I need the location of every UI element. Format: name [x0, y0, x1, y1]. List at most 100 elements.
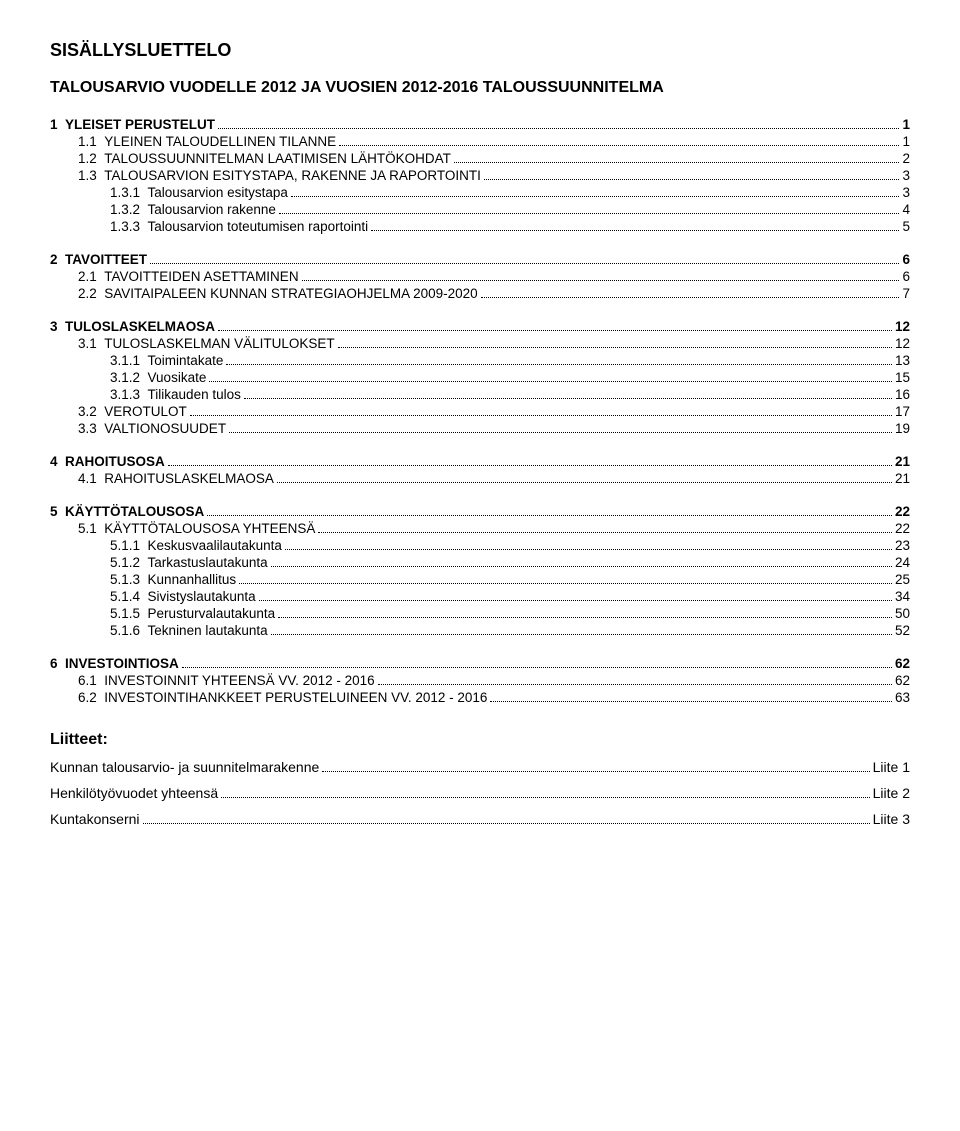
- toc-label: YLEISET PERUSTELUT: [65, 117, 215, 132]
- toc-num: 3.2: [78, 404, 97, 419]
- toc-text: 3.1.2 Vuosikate: [110, 370, 206, 385]
- toc-page: 62: [895, 656, 910, 671]
- toc-dots: [143, 812, 870, 824]
- toc-num: 5.1.5: [110, 606, 140, 621]
- toc-line: 1 YLEISET PERUSTELUT 1: [50, 117, 910, 132]
- toc-text: 3.1.3 Tilikauden tulos: [110, 387, 241, 402]
- toc-num: 1: [50, 117, 58, 132]
- toc-text: 6.1 INVESTOINNIT YHTEENSÄ VV. 2012 - 201…: [78, 673, 375, 688]
- toc-label: Talousarvion esitystapa: [148, 185, 288, 200]
- toc-text: 6 INVESTOINTIOSA: [50, 656, 179, 671]
- toc-line: 3.1.3 Tilikauden tulos 16: [50, 387, 910, 402]
- toc-label: TALOUSARVION ESITYSTAPA, RAKENNE JA RAPO…: [104, 168, 481, 183]
- toc-dots: [207, 504, 892, 516]
- appendix-line: KuntakonserniLiite 3: [50, 811, 910, 827]
- toc-page: 1: [902, 117, 910, 132]
- toc-dots: [209, 370, 892, 382]
- toc-page: 12: [895, 336, 910, 351]
- toc-label: Vuosikate: [148, 370, 207, 385]
- toc-text: 5.1.5 Perusturvalautakunta: [110, 606, 275, 621]
- toc-num: 1.3.1: [110, 185, 140, 200]
- toc-page: 15: [895, 370, 910, 385]
- toc-num: 1.3.3: [110, 219, 140, 234]
- toc-page: 21: [895, 471, 910, 486]
- toc-page: 52: [895, 623, 910, 638]
- toc-label: Tilikauden tulos: [148, 387, 241, 402]
- toc-line: 6.2 INVESTOINTIHANKKEET PERUSTELUINEEN V…: [50, 690, 910, 705]
- toc-text: 1.1 YLEINEN TALOUDELLINEN TILANNE: [78, 134, 336, 149]
- toc-line: 2.2 SAVITAIPALEEN KUNNAN STRATEGIAOHJELM…: [50, 286, 910, 301]
- toc-text: 2.1 TAVOITTEIDEN ASETTAMINEN: [78, 269, 299, 284]
- toc-page: 7: [902, 286, 910, 301]
- toc-num: 3.1.2: [110, 370, 140, 385]
- toc-label: KÄYTTÖTALOUSOSA YHTEENSÄ: [104, 521, 315, 536]
- toc-dots: [271, 555, 892, 567]
- toc-line: 3.1.1 Toimintakate13: [50, 353, 910, 368]
- toc-page: 21: [895, 454, 910, 469]
- toc-dots: [218, 319, 892, 331]
- toc-num: 5.1.2: [110, 555, 140, 570]
- toc-text: 3.3 VALTIONOSUUDET: [78, 421, 226, 436]
- toc-page: 50: [895, 606, 910, 621]
- toc-num: 2: [50, 252, 58, 267]
- toc-page: 12: [895, 319, 910, 334]
- toc-line: 3.2 VEROTULOT17: [50, 404, 910, 419]
- toc-num: 5: [50, 504, 58, 519]
- toc-spacer: [50, 488, 910, 502]
- toc-text: 4.1 RAHOITUSLASKELMAOSA: [78, 471, 274, 486]
- toc-dots: [226, 353, 892, 365]
- toc-page: 1: [902, 134, 910, 149]
- toc-label: KÄYTTÖTALOUSOSA: [65, 504, 204, 519]
- toc-line: 1.2 TALOUSSUUNNITELMAN LAATIMISEN LÄHTÖK…: [50, 151, 910, 166]
- toc-spacer: [50, 236, 910, 250]
- toc-num: 2.2: [78, 286, 97, 301]
- toc-text: 2 TAVOITTEET: [50, 252, 147, 267]
- toc-page: 6: [902, 269, 910, 284]
- toc-line: 4 RAHOITUSOSA 21: [50, 454, 910, 469]
- toc-line: 1.3.2 Talousarvion rakenne4: [50, 202, 910, 217]
- toc-num: 6.1: [78, 673, 97, 688]
- toc-line: 2.1 TAVOITTEIDEN ASETTAMINEN 6: [50, 269, 910, 284]
- toc-text: 3.1 TULOSLASKELMAN VÄLITULOKSET: [78, 336, 335, 351]
- toc-dots: [322, 760, 869, 772]
- toc-dots: [484, 168, 900, 180]
- toc-page: 16: [895, 387, 910, 402]
- toc-page: 2: [902, 151, 910, 166]
- toc-spacer: [50, 438, 910, 452]
- toc-label: RAHOITUSOSA: [65, 454, 165, 469]
- toc-dots: [339, 134, 899, 146]
- toc-line: 4.1 RAHOITUSLASKELMAOSA 21: [50, 471, 910, 486]
- toc-label: INVESTOINNIT YHTEENSÄ VV. 2012 - 2016: [104, 673, 374, 688]
- toc-dots: [318, 521, 892, 533]
- toc-dots: [277, 471, 892, 483]
- toc-num: 4: [50, 454, 58, 469]
- toc-page: 62: [895, 673, 910, 688]
- toc-line: 2 TAVOITTEET6: [50, 252, 910, 267]
- toc-page: 25: [895, 572, 910, 587]
- toc-text: 1.3 TALOUSARVION ESITYSTAPA, RAKENNE JA …: [78, 168, 481, 183]
- toc-label: VALTIONOSUUDET: [104, 421, 226, 436]
- toc-label: Talousarvion rakenne: [148, 202, 276, 217]
- toc-num: 5.1.1: [110, 538, 140, 553]
- toc-text: 1.3.3 Talousarvion toteutumisen raportoi…: [110, 219, 368, 234]
- toc-text: 2.2 SAVITAIPALEEN KUNNAN STRATEGIAOHJELM…: [78, 286, 478, 301]
- toc-dots: [302, 269, 900, 281]
- toc-line: 3.3 VALTIONOSUUDET 19: [50, 421, 910, 436]
- toc-label: TAVOITTEIDEN ASETTAMINEN: [104, 269, 298, 284]
- toc-num: 3.3: [78, 421, 97, 436]
- page-subtitle: TALOUSARVIO VUODELLE 2012 JA VUOSIEN 201…: [50, 79, 910, 97]
- toc-dots: [371, 219, 899, 231]
- toc-line: 1.3 TALOUSARVION ESITYSTAPA, RAKENNE JA …: [50, 168, 910, 183]
- toc-label: SAVITAIPALEEN KUNNAN STRATEGIAOHJELMA 20…: [104, 286, 477, 301]
- toc-text: 5.1 KÄYTTÖTALOUSOSA YHTEENSÄ: [78, 521, 315, 536]
- toc-text: 5.1.2 Tarkastuslautakunta: [110, 555, 268, 570]
- toc-num: 1.1: [78, 134, 97, 149]
- appendix-ref: Liite 2: [873, 785, 910, 801]
- toc-dots: [271, 623, 892, 635]
- toc-line: 5.1.3 Kunnanhallitus25: [50, 572, 910, 587]
- toc-label: INVESTOINTIOSA: [65, 656, 179, 671]
- toc-line: 1.1 YLEINEN TALOUDELLINEN TILANNE 1: [50, 134, 910, 149]
- toc-line: 6 INVESTOINTIOSA 62: [50, 656, 910, 671]
- toc-page: 19: [895, 421, 910, 436]
- toc-num: 5.1.3: [110, 572, 140, 587]
